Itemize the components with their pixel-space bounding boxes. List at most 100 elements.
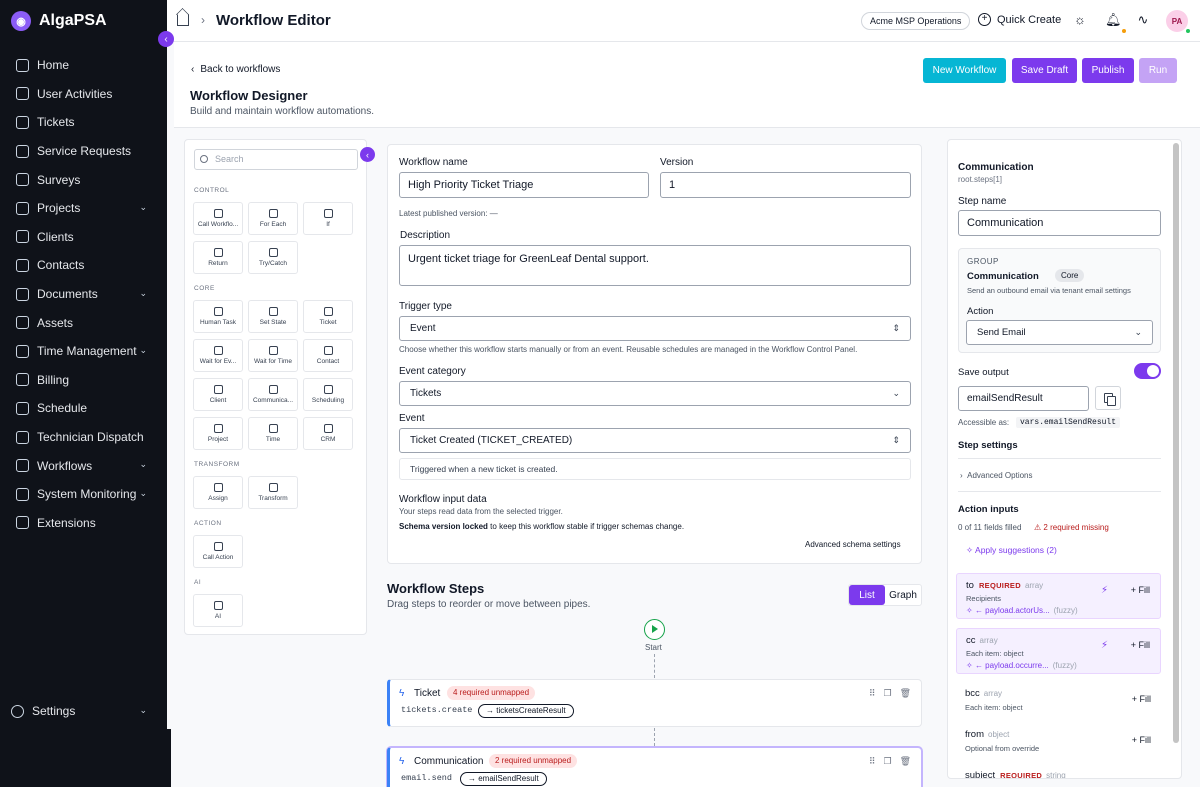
contact-icon (323, 346, 333, 355)
palette-collapse-button[interactable]: ‹ (360, 147, 375, 162)
field-mapping[interactable]: ✧ ← payload.occurre... (fuzzy) (966, 661, 1077, 670)
step-action-type: tickets.create (401, 705, 473, 715)
sidebar-item-clients[interactable]: Clients (0, 223, 167, 252)
sidebar-item-contacts[interactable]: Contacts (0, 251, 167, 280)
sidebar-item-workflows[interactable]: Workflows ⌄ (0, 451, 167, 480)
tile-human-task[interactable]: Human Task (193, 300, 243, 333)
tile-scheduling[interactable]: Scheduling (303, 378, 353, 411)
workflow-name-input[interactable]: High Priority Ticket Triage (399, 172, 649, 198)
tile-for-each[interactable]: For Each (248, 202, 298, 235)
tile-ticket[interactable]: Ticket (303, 300, 353, 333)
sidebar-item-extensions[interactable]: Extensions (0, 509, 167, 538)
step-name-label: Step name (958, 196, 1007, 207)
step-name-input[interactable]: Communication (958, 210, 1161, 236)
new-workflow-button[interactable]: New Workflow (923, 58, 1006, 83)
sidebar-item-tickets[interactable]: Tickets (0, 108, 167, 137)
sidebar-item-projects[interactable]: Projects ⌄ (0, 194, 167, 223)
step-card-communication[interactable]: ϟ Communication 2 required unmapped emai… (387, 747, 922, 787)
tile-set-state[interactable]: Set State (248, 300, 298, 333)
fill-button[interactable]: + Fill (1131, 735, 1151, 745)
fill-button[interactable]: + Fill (1131, 694, 1151, 704)
tile-call-action[interactable]: Call Action (193, 535, 243, 568)
event-select[interactable]: Ticket Created (TICKET_CREATED) ⇕ (399, 428, 911, 453)
drag-handle-icon[interactable]: ⠿ (868, 688, 876, 698)
fill-button[interactable]: + Fill (1130, 585, 1150, 595)
duplicate-icon[interactable]: ❐ (883, 688, 892, 698)
copy-icon[interactable] (1095, 386, 1121, 410)
duplicate-icon[interactable]: ❐ (883, 756, 892, 766)
tile-client[interactable]: Client (193, 378, 243, 411)
tile-assign[interactable]: Assign (193, 476, 243, 509)
list-view-button[interactable]: List (849, 585, 885, 605)
start-node-icon[interactable] (644, 619, 665, 640)
sidebar-item-time-management[interactable]: Time Management ⌄ (0, 337, 167, 366)
save-draft-button[interactable]: Save Draft (1012, 58, 1077, 83)
chevron-down-icon: ⌄ (139, 344, 147, 355)
tile-crm[interactable]: CRM (303, 417, 353, 450)
action-select[interactable]: Send Email ⌄ (966, 320, 1153, 345)
page-title: Workflow Editor (216, 12, 331, 29)
tile-communication[interactable]: Communica... (248, 378, 298, 411)
sidebar-item-settings[interactable]: Settings ⌄ (0, 697, 167, 725)
trash-icon[interactable]: 🗑︎ (899, 688, 911, 698)
sidebar-item-schedule[interactable]: Schedule (0, 394, 167, 423)
sidebar-item-service-requests[interactable]: Service Requests (0, 137, 167, 166)
robot-icon (213, 601, 223, 610)
group-box: GROUP Communication Core Send an outboun… (958, 248, 1161, 353)
save-output-toggle[interactable] (1134, 363, 1161, 379)
inspector-scrollbar[interactable] (1173, 143, 1179, 743)
tile-transform[interactable]: Transform (248, 476, 298, 509)
back-to-workflows-link[interactable]: ‹ Back to workflows (191, 64, 281, 75)
advanced-schema-settings-link[interactable]: Advanced schema settings (805, 540, 901, 549)
trigger-type-select[interactable]: Event ⇕ (399, 316, 911, 341)
bell-icon[interactable]: 🔔︎ (1105, 12, 1122, 27)
tile-call-workflow[interactable]: Call Workflo... (193, 202, 243, 235)
field-mapping[interactable]: ✧ ← payload.actorUs... (fuzzy) (966, 606, 1078, 615)
quick-create-button[interactable]: + Quick Create (978, 13, 1061, 26)
sidebar-item-assets[interactable]: Assets (0, 308, 167, 337)
tile-try-catch[interactable]: Try/Catch (248, 241, 298, 274)
sidebar-item-technician-dispatch[interactable]: Technician Dispatch (0, 423, 167, 452)
fill-button[interactable]: + Fill (1130, 640, 1150, 650)
palette-search-input[interactable]: Search (194, 149, 358, 170)
advanced-options-toggle[interactable]: › Advanced Options (960, 471, 1033, 480)
apply-suggestions-button[interactable]: ✧ Apply suggestions (2) (966, 545, 1057, 555)
event-category-select[interactable]: Tickets ⌄ (399, 381, 911, 406)
step-card-ticket[interactable]: ϟ Ticket 4 required unmapped tickets.cre… (387, 679, 922, 727)
version-input[interactable]: 1 (660, 172, 911, 198)
tile-return[interactable]: Return (193, 241, 243, 274)
trash-icon[interactable]: 🗑︎ (899, 756, 911, 766)
drag-handle-icon[interactable]: ⠿ (868, 756, 876, 766)
required-unmapped-badge: 2 required unmapped (489, 754, 578, 768)
sidebar-item-surveys[interactable]: Surveys (0, 165, 167, 194)
tile-ai[interactable]: AI (193, 594, 243, 627)
tile-if[interactable]: If (303, 202, 353, 235)
sun-icon[interactable]: ☼ (1074, 12, 1086, 27)
tile-wait-for-event[interactable]: Wait for Ev... (193, 339, 243, 372)
sidebar-collapse-button[interactable]: ‹ (158, 31, 174, 47)
avatar[interactable]: PA (1166, 10, 1188, 32)
tile-project[interactable]: Project (193, 417, 243, 450)
tenant-selector[interactable]: Acme MSP Operations (861, 12, 971, 30)
sidebar-item-home[interactable]: Home (0, 51, 167, 80)
sidebar-item-billing[interactable]: Billing (0, 366, 167, 395)
sidebar-item-user-activities[interactable]: User Activities (0, 80, 167, 109)
grid-icon (16, 487, 29, 501)
tile-contact[interactable]: Contact (303, 339, 353, 372)
suggest-wand-icon[interactable]: ⚡︎ (1100, 640, 1108, 651)
tile-time[interactable]: Time (248, 417, 298, 450)
sidebar-item-documents[interactable]: Documents ⌄ (0, 280, 167, 309)
run-button[interactable]: Run (1139, 58, 1177, 83)
suggest-wand-icon[interactable]: ⚡︎ (1100, 585, 1108, 596)
description-textarea[interactable]: Urgent ticket triage for GreenLeaf Denta… (399, 245, 911, 286)
publish-button[interactable]: Publish (1082, 58, 1134, 83)
output-name-input[interactable]: emailSendResult (958, 386, 1089, 411)
event-category-label: Event category (399, 366, 466, 377)
home-icon[interactable] (177, 14, 189, 26)
tile-wait-for-time[interactable]: Wait for Time (248, 339, 298, 372)
sidebar-item-system-monitoring[interactable]: System Monitoring ⌄ (0, 480, 167, 509)
input-field-from: from object Optional from override + Fill (956, 726, 1161, 762)
activity-pulse-icon[interactable]: ∿ (1137, 12, 1149, 27)
app-logo[interactable]: ◉ AlgaPSA (0, 0, 167, 42)
graph-view-button[interactable]: Graph (889, 589, 917, 601)
